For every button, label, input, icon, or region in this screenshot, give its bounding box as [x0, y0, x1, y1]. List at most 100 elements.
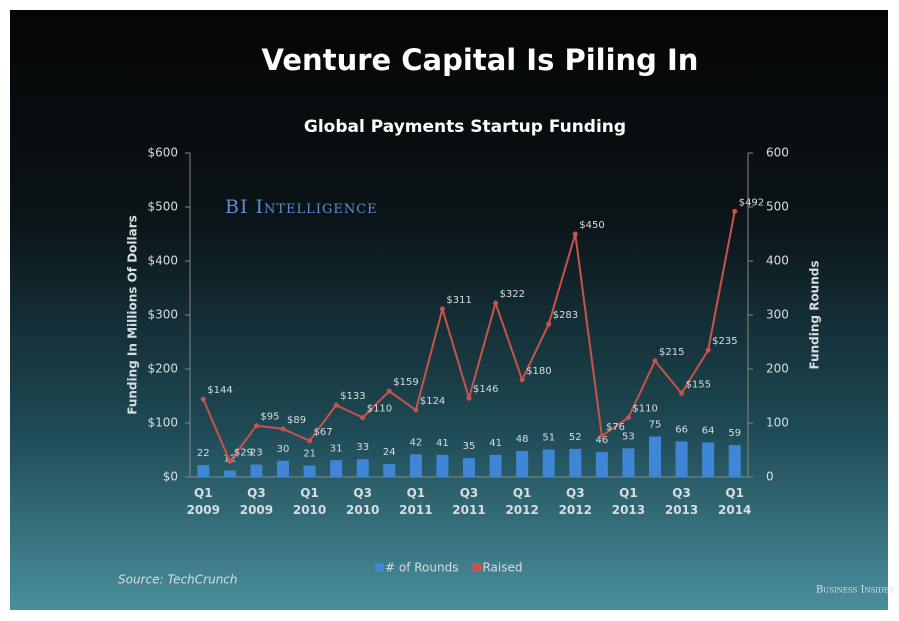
y-tick-label: $400: [147, 254, 178, 268]
bar-label: 42: [409, 437, 422, 448]
bar: [356, 459, 369, 477]
point-label: $311: [446, 295, 471, 306]
point: [625, 415, 631, 421]
background: [10, 10, 888, 610]
bar-label: 23: [250, 448, 263, 459]
y-tick-label: $300: [147, 308, 178, 322]
point: [413, 407, 419, 413]
point-label: $95: [260, 412, 279, 423]
bar: [197, 465, 210, 477]
x-tick-label: Q1 2010: [292, 486, 327, 517]
legend-label: # of Rounds: [385, 561, 458, 575]
legend-swatch: [472, 563, 482, 572]
y2-tick-label: 400: [766, 254, 789, 268]
bar: [675, 441, 688, 477]
bar: [516, 451, 529, 477]
bar-label: 46: [595, 435, 608, 446]
point-label: $76: [606, 422, 625, 433]
point: [227, 458, 233, 464]
point: [732, 208, 738, 214]
y2-tick-label: 0: [766, 470, 774, 484]
bar: [463, 458, 475, 477]
point: [386, 388, 392, 394]
y-tick-label: $200: [147, 362, 178, 376]
x-tick-label: Q3 2013: [664, 486, 699, 517]
chart-title: Venture Capital Is Piling In: [262, 43, 699, 77]
bar: [702, 442, 715, 477]
bar-label: 75: [649, 420, 662, 431]
point: [679, 390, 685, 396]
bar: [649, 436, 661, 477]
chart-subtitle: Global Payments Startup Funding: [304, 117, 626, 137]
bar: [383, 464, 396, 477]
point-label: $155: [686, 379, 711, 390]
point-label: $124: [420, 396, 445, 407]
y2-tick-label: 600: [766, 146, 789, 160]
bar-label: 48: [516, 434, 529, 445]
point: [280, 426, 286, 432]
bar-label: 51: [542, 432, 555, 443]
point-label: $322: [500, 289, 525, 300]
point-label: $133: [340, 391, 365, 402]
bar: [250, 464, 263, 477]
bar-label: 52: [569, 432, 582, 443]
point-label: $492: [739, 197, 764, 208]
y2-tick-label: 100: [766, 416, 789, 430]
y2-axis-title: Funding Rounds: [808, 260, 822, 369]
bar: [489, 454, 502, 477]
point: [705, 347, 711, 353]
bar: [542, 449, 555, 477]
point-label: $180: [526, 366, 551, 377]
point-label: $89: [287, 415, 306, 426]
bar: [223, 470, 236, 477]
legend-label: Raised: [482, 561, 522, 575]
point: [333, 402, 339, 408]
bar: [330, 460, 343, 477]
x-tick-label: Q3 2011: [452, 486, 486, 517]
bar-label: 41: [489, 438, 502, 449]
x-tick-label: Q1 2013: [611, 486, 646, 517]
point-label: $110: [367, 404, 392, 415]
x-tick-label: Q3 2010: [346, 486, 380, 517]
y-tick-label: $0: [163, 470, 178, 484]
watermark: BI Intelligence: [225, 196, 378, 218]
y-axis-title: Funding In Millions Of Dollars: [126, 215, 140, 415]
point: [307, 438, 313, 444]
source: Source: TechCrunch: [118, 573, 238, 587]
y-tick-label: $500: [147, 200, 178, 214]
brand: Business Insider: [816, 585, 895, 596]
point-label: $146: [473, 384, 498, 395]
point: [466, 395, 472, 401]
y2-tick-label: 300: [766, 308, 789, 322]
point-label: $29: [234, 447, 253, 458]
bar: [277, 460, 289, 477]
point: [253, 423, 259, 429]
bar: [569, 448, 582, 477]
bar-label: 24: [383, 447, 396, 458]
point: [519, 377, 525, 383]
bar-label: 41: [436, 438, 449, 449]
bar-label: 30: [277, 444, 290, 455]
bar-label: 59: [728, 428, 741, 439]
bar-label: 66: [675, 424, 688, 435]
bar-label: 64: [702, 425, 715, 436]
y2-tick-label: 500: [766, 200, 789, 214]
point-label: $450: [579, 220, 604, 231]
bar-label: 53: [622, 431, 635, 442]
point-label: $67: [314, 427, 333, 438]
point-label: $110: [632, 404, 657, 415]
point: [572, 231, 578, 237]
y-tick-label: $600: [147, 146, 178, 160]
point: [599, 433, 605, 439]
x-tick-label: Q3 2012: [558, 486, 592, 517]
point-label: $235: [712, 336, 737, 347]
x-tick-label: Q1 2014: [718, 486, 752, 517]
point: [652, 358, 658, 364]
point: [546, 321, 552, 327]
bar-label: 21: [303, 449, 316, 460]
x-tick-label: Q1 2011: [399, 486, 433, 517]
bar-label: 22: [197, 448, 210, 459]
point-label: $215: [659, 347, 684, 358]
